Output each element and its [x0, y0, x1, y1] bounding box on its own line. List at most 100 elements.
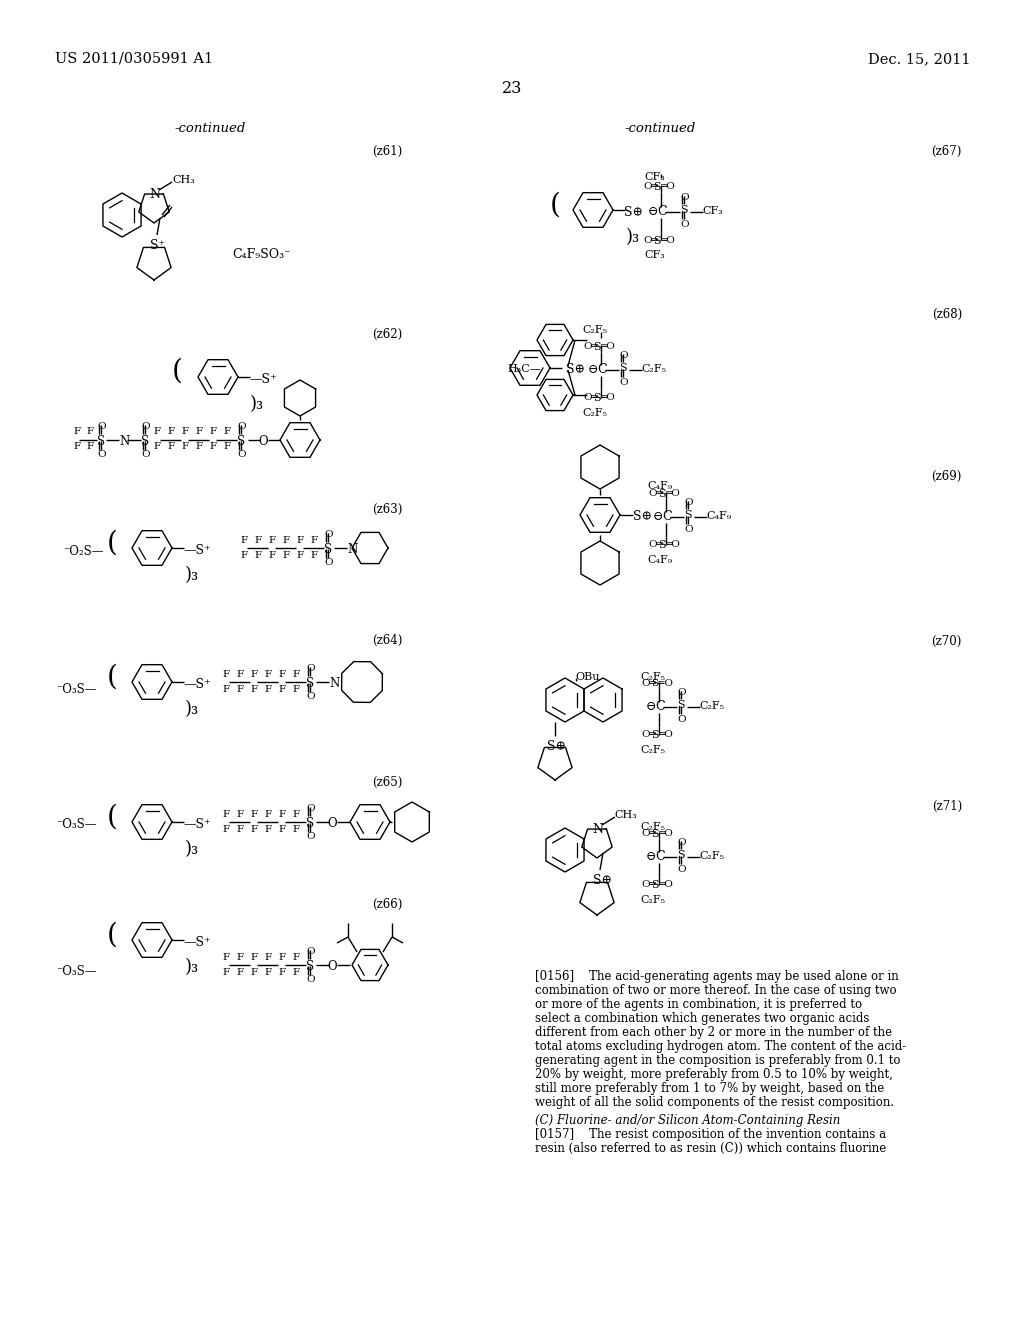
Text: ⊖: ⊖ [653, 510, 664, 523]
Text: F: F [209, 426, 216, 436]
Text: F: F [278, 685, 285, 694]
Text: O: O [327, 817, 337, 830]
Text: F: F [282, 550, 289, 560]
Text: F: F [278, 671, 285, 678]
Text: O: O [677, 688, 686, 697]
Text: C: C [657, 205, 667, 218]
Text: N: N [593, 822, 603, 836]
Text: F: F [292, 810, 299, 818]
Text: S: S [651, 829, 658, 840]
Text: S⊕: S⊕ [624, 206, 643, 219]
Text: )₃: )₃ [626, 228, 640, 246]
Text: (: ( [106, 804, 118, 832]
Text: different from each other by 2 or more in the number of the: different from each other by 2 or more i… [535, 1026, 892, 1039]
Text: F: F [236, 810, 243, 818]
Text: (: ( [106, 531, 118, 557]
Text: F: F [222, 810, 229, 818]
Text: C₂F₅: C₂F₅ [641, 364, 666, 374]
Text: S: S [306, 960, 314, 973]
Text: (z68): (z68) [932, 308, 962, 321]
Text: F: F [167, 442, 174, 451]
Text: F: F [296, 536, 303, 545]
Text: O: O [680, 193, 688, 202]
Text: S: S [306, 677, 314, 690]
Text: ═O: ═O [665, 540, 680, 549]
Text: S⊕: S⊕ [633, 510, 652, 523]
Text: F: F [222, 953, 229, 962]
Text: S: S [593, 393, 601, 403]
Text: F: F [222, 968, 229, 977]
Text: F: F [222, 685, 229, 694]
Text: US 2011/0305991 A1: US 2011/0305991 A1 [55, 51, 213, 66]
Text: )₃: )₃ [185, 700, 199, 718]
Text: O: O [618, 351, 628, 360]
Text: select a combination which generates two organic acids: select a combination which generates two… [535, 1012, 869, 1026]
Text: C₄F₉SO₃⁻: C₄F₉SO₃⁻ [232, 248, 291, 261]
Text: F: F [250, 810, 257, 818]
Text: F: F [86, 426, 93, 436]
Text: O: O [324, 558, 333, 568]
Text: ⊖: ⊖ [648, 205, 658, 218]
Text: O═: O═ [648, 488, 663, 498]
Text: S: S [306, 817, 314, 830]
Text: CF₃: CF₃ [645, 249, 666, 260]
Text: S: S [658, 540, 666, 550]
Text: N: N [150, 187, 161, 201]
Text: (: ( [172, 358, 183, 385]
Text: )₃: )₃ [185, 566, 199, 583]
Text: S: S [651, 730, 658, 741]
Text: O═: O═ [643, 182, 657, 191]
Text: ═O: ═O [665, 488, 680, 498]
Text: total atoms excluding hydrogen atom. The content of the acid-: total atoms excluding hydrogen atom. The… [535, 1040, 906, 1053]
Text: or more of the agents in combination, it is preferred to: or more of the agents in combination, it… [535, 998, 862, 1011]
Text: O: O [141, 422, 150, 432]
Text: F: F [223, 426, 230, 436]
Text: F: F [282, 536, 289, 545]
Text: F: F [181, 442, 188, 451]
Text: still more preferably from 1 to 7% by weight, based on the: still more preferably from 1 to 7% by we… [535, 1082, 885, 1096]
Text: F: F [195, 426, 202, 436]
Text: ⁻O₃S—: ⁻O₃S— [56, 965, 96, 978]
Text: F: F [268, 550, 275, 560]
Text: O: O [306, 692, 314, 701]
Text: S: S [653, 182, 660, 191]
Text: F: F [268, 536, 275, 545]
Text: F: F [278, 968, 285, 977]
Text: F: F [236, 685, 243, 694]
Text: F: F [250, 671, 257, 678]
Text: combination of two or more thereof. In the case of using two: combination of two or more thereof. In t… [535, 983, 897, 997]
Text: ═O: ═O [658, 829, 673, 838]
Text: F: F [222, 671, 229, 678]
Text: F: F [236, 671, 243, 678]
Text: F: F [153, 426, 160, 436]
Text: (z64): (z64) [372, 634, 402, 647]
Text: S: S [141, 436, 150, 447]
Text: N: N [329, 677, 339, 690]
Text: C₂F₅: C₂F₅ [640, 744, 666, 755]
Text: O: O [680, 220, 688, 228]
Text: S: S [680, 205, 688, 215]
Text: S: S [618, 363, 627, 374]
Text: O: O [677, 838, 686, 847]
Text: —S⁺: —S⁺ [183, 818, 211, 832]
Text: F: F [236, 968, 243, 977]
Text: —S⁺: —S⁺ [183, 544, 211, 557]
Text: CF₃: CF₃ [702, 206, 723, 216]
Text: F: F [264, 810, 271, 818]
Text: O: O [327, 960, 337, 973]
Text: F: F [264, 671, 271, 678]
Text: O: O [306, 664, 314, 673]
Text: ═O: ═O [600, 393, 614, 403]
Text: resin (also referred to as resin (C)) which contains fluorine: resin (also referred to as resin (C)) wh… [535, 1142, 886, 1155]
Text: S: S [237, 436, 245, 447]
Text: O═: O═ [641, 829, 656, 838]
Text: (z67): (z67) [932, 145, 962, 158]
Text: ═O: ═O [658, 880, 673, 888]
Text: F: F [240, 536, 247, 545]
Text: (z71): (z71) [932, 800, 962, 813]
Text: O: O [684, 525, 692, 535]
Text: O: O [684, 498, 692, 507]
Text: F: F [310, 550, 317, 560]
Text: S: S [684, 510, 691, 520]
Text: C₂F₅: C₂F₅ [640, 672, 666, 682]
